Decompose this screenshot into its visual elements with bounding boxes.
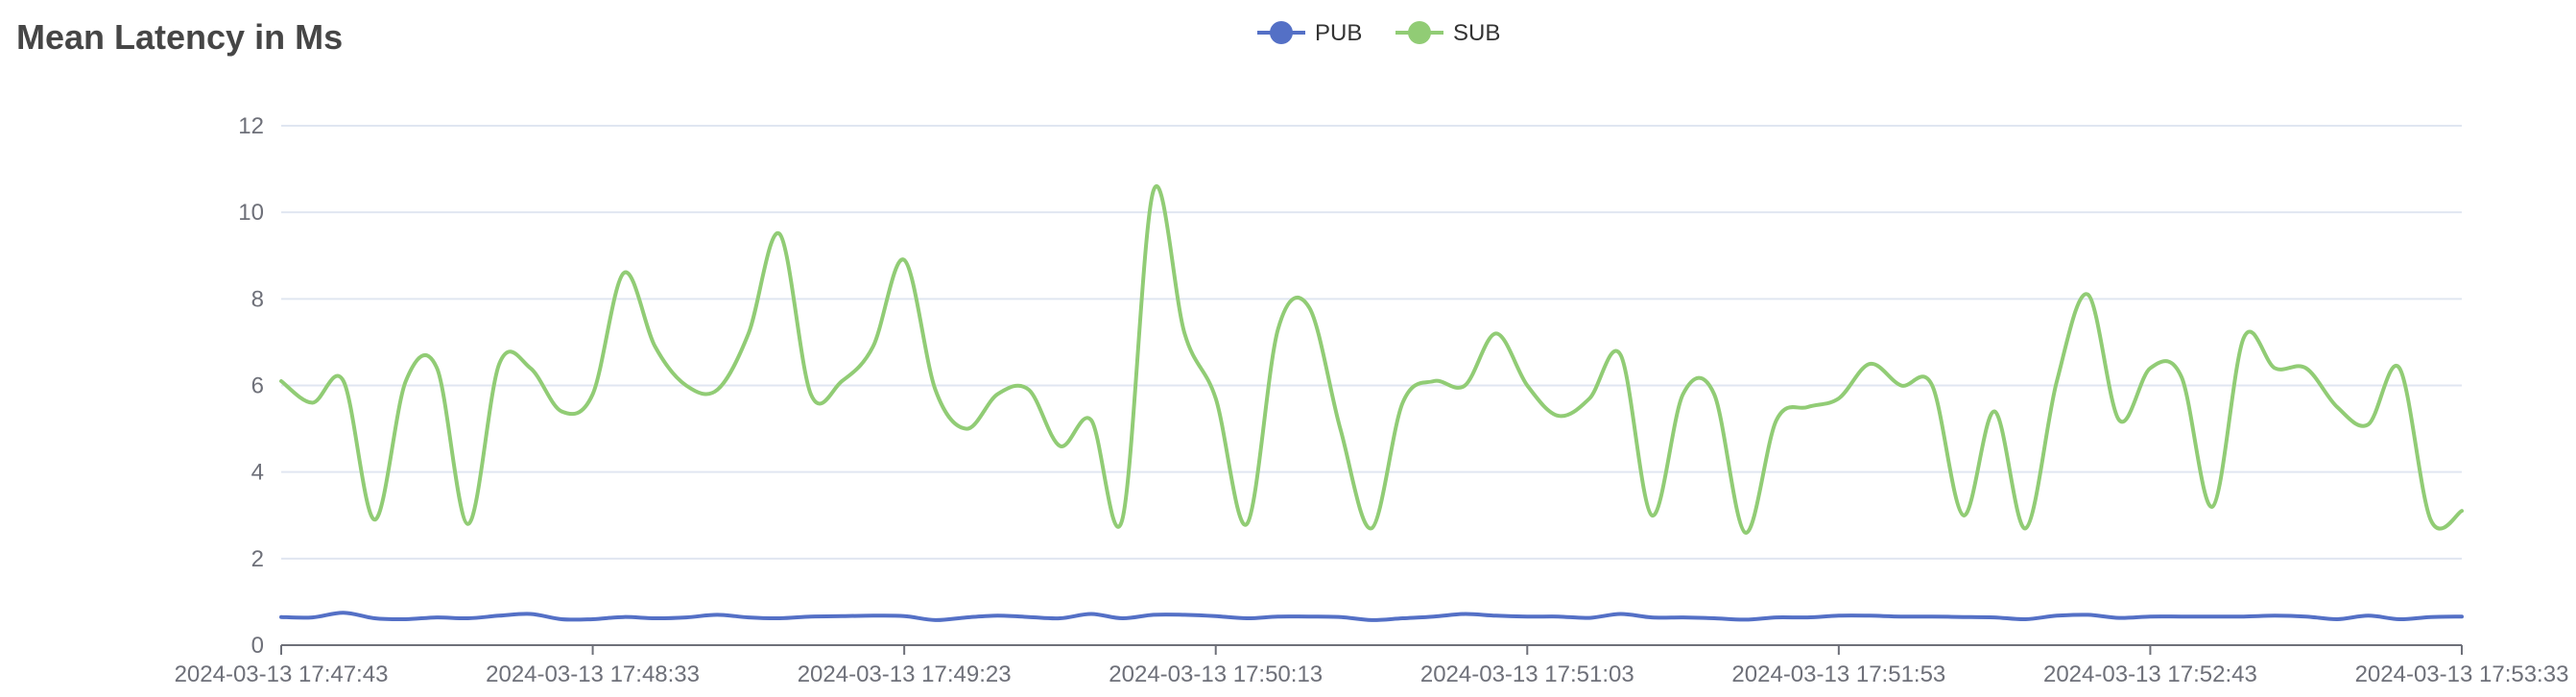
y-tick-label: 0 bbox=[251, 633, 264, 659]
series-line-sub[interactable] bbox=[279, 184, 2464, 535]
x-tick-label: 2024-03-13 17:47:43 bbox=[175, 661, 389, 687]
x-tick-label: 2024-03-13 17:51:03 bbox=[1420, 661, 1634, 687]
legend-label: PUB bbox=[1315, 20, 1362, 46]
y-tick-label: 12 bbox=[238, 113, 264, 139]
x-tick-label: 2024-03-13 17:53:33 bbox=[2355, 661, 2569, 687]
x-tick-label: 2024-03-13 17:51:53 bbox=[1731, 661, 1945, 687]
series-lines bbox=[279, 184, 2464, 622]
y-tick-label: 6 bbox=[251, 373, 264, 399]
legend-label: SUB bbox=[1453, 20, 1500, 46]
legend-item-pub[interactable]: PUB bbox=[1257, 20, 1362, 46]
x-axis bbox=[280, 644, 2463, 655]
y-axis-labels: 0 2 4 6 8 10 12 bbox=[238, 113, 264, 659]
y-tick-label: 2 bbox=[251, 546, 264, 572]
chart-title: Mean Latency in Ms bbox=[16, 17, 344, 57]
legend-item-sub[interactable]: SUB bbox=[1395, 20, 1500, 46]
grid-lines bbox=[281, 125, 2462, 560]
x-tick-label: 2024-03-13 17:50:13 bbox=[1109, 661, 1323, 687]
y-tick-label: 4 bbox=[251, 460, 264, 486]
x-tick-label: 2024-03-13 17:52:43 bbox=[2043, 661, 2257, 687]
y-tick-label: 8 bbox=[251, 286, 264, 312]
legend-marker-sub bbox=[1408, 21, 1431, 44]
legend[interactable]: PUB SUB bbox=[1257, 20, 1500, 46]
legend-marker-pub bbox=[1270, 21, 1293, 44]
y-tick-label: 10 bbox=[238, 200, 264, 226]
x-tick-label: 2024-03-13 17:48:33 bbox=[486, 661, 700, 687]
series-line-pub[interactable] bbox=[279, 611, 2464, 622]
x-axis-labels: 2024-03-13 17:47:43 2024-03-13 17:48:33 20… bbox=[175, 661, 2569, 687]
x-tick-label: 2024-03-13 17:49:23 bbox=[798, 661, 1012, 687]
